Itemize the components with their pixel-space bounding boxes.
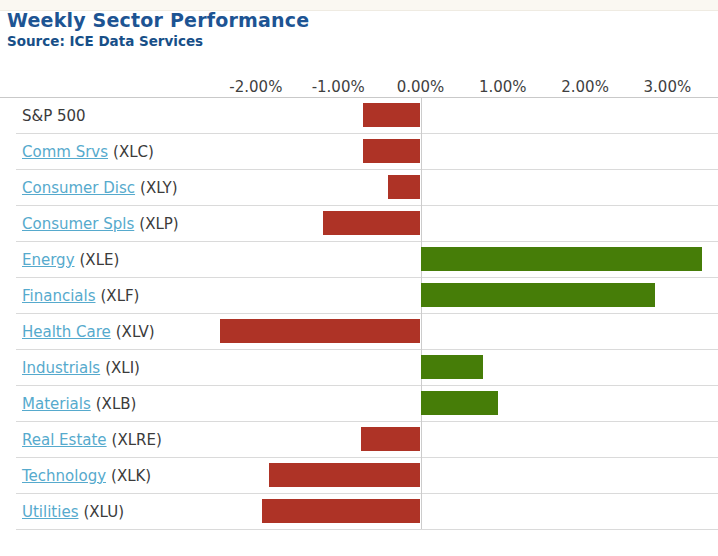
- sector-label-cell: Technology (XLK): [22, 458, 151, 493]
- sector-bar-chart: S&P 500Comm Srvs(XLC)Consumer Disc(XLY)C…: [16, 98, 718, 529]
- source-label: Source: ICE Data Services: [7, 33, 309, 49]
- sector-label-cell: Real Estate (XLRE): [22, 422, 162, 457]
- performance-bar: [421, 247, 702, 271]
- x-axis-tick-label: 0.00%: [397, 78, 445, 96]
- sector-link[interactable]: Consumer Disc: [22, 179, 135, 197]
- table-row: Health Care (XLV): [16, 314, 718, 350]
- table-row: Industrials (XLI): [16, 350, 718, 386]
- ticker-label: (XLP): [139, 215, 178, 233]
- ticker-label: (XLRE): [112, 431, 162, 449]
- x-axis-tick-label: -2.00%: [229, 78, 282, 96]
- ticker-label: (XLE): [80, 251, 120, 269]
- x-axis: -2.00% -1.00% 0.00% 1.00% 2.00% 3.00%: [0, 74, 718, 96]
- performance-bar: [421, 355, 484, 379]
- x-axis-tick-label: -1.00%: [312, 78, 365, 96]
- zero-gridline: [421, 98, 422, 529]
- x-axis-tick-label: 2.00%: [561, 78, 609, 96]
- table-row: Consumer Disc (XLY): [16, 170, 718, 206]
- performance-bar: [361, 427, 420, 451]
- sector-label-cell: Consumer Disc (XLY): [22, 170, 178, 205]
- table-row: Technology (XLK): [16, 458, 718, 494]
- sector-link[interactable]: Comm Srvs: [22, 143, 108, 161]
- table-row: Comm Srvs (XLC): [16, 134, 718, 170]
- performance-bar: [388, 175, 420, 199]
- sector-label-cell: Comm Srvs (XLC): [22, 134, 154, 169]
- table-row: Financials (XLF): [16, 278, 718, 314]
- performance-bar: [421, 283, 656, 307]
- performance-bar: [262, 499, 421, 523]
- ticker-label: (XLK): [111, 467, 151, 485]
- sector-label-cell: Materials (XLB): [22, 386, 136, 421]
- table-row: Utilities (XLU): [16, 494, 718, 530]
- x-axis-tick-label: 3.00%: [644, 78, 692, 96]
- sector-link[interactable]: Utilities: [22, 503, 78, 521]
- sector-link[interactable]: Energy: [22, 251, 75, 269]
- sector-label-cell: Energy (XLE): [22, 242, 119, 277]
- ticker-label: (XLV): [116, 323, 155, 341]
- table-row: Energy (XLE): [16, 242, 718, 278]
- performance-bar: [269, 463, 420, 487]
- sector-label-cell: S&P 500: [22, 98, 86, 133]
- ticker-label: (XLC): [113, 143, 154, 161]
- ticker-label: (XLY): [140, 179, 178, 197]
- page-title: Weekly Sector Performance: [7, 9, 309, 31]
- sector-link[interactable]: Consumer Spls: [22, 215, 134, 233]
- sector-label-cell: Industrials (XLI): [22, 350, 140, 385]
- table-row: Consumer Spls (XLP): [16, 206, 718, 242]
- sector-label-cell: Financials (XLF): [22, 278, 139, 313]
- sector-label-cell: Consumer Spls (XLP): [22, 206, 179, 241]
- performance-bar: [363, 103, 421, 127]
- sector-link[interactable]: Technology: [22, 467, 106, 485]
- sector-link[interactable]: Health Care: [22, 323, 111, 341]
- sector-link[interactable]: Industrials: [22, 359, 100, 377]
- ticker-label: (XLU): [83, 503, 124, 521]
- chart-header: Weekly Sector Performance Source: ICE Da…: [7, 9, 309, 49]
- sector-label: S&P 500: [22, 107, 86, 125]
- ticker-label: (XLB): [96, 395, 137, 413]
- x-axis-tick-label: 1.00%: [479, 78, 527, 96]
- sector-link[interactable]: Materials: [22, 395, 91, 413]
- table-row: S&P 500: [16, 98, 718, 134]
- table-row: Materials (XLB): [16, 386, 718, 422]
- ticker-label: (XLI): [105, 359, 140, 377]
- performance-bar: [323, 211, 420, 235]
- performance-bar: [220, 319, 421, 343]
- sector-link[interactable]: Real Estate: [22, 431, 107, 449]
- table-row: Real Estate (XLRE): [16, 422, 718, 458]
- sector-label-cell: Health Care (XLV): [22, 314, 155, 349]
- performance-bar: [363, 139, 421, 163]
- sector-label-cell: Utilities (XLU): [22, 494, 124, 529]
- performance-bar: [421, 391, 498, 415]
- sector-link[interactable]: Financials: [22, 287, 96, 305]
- ticker-label: (XLF): [101, 287, 140, 305]
